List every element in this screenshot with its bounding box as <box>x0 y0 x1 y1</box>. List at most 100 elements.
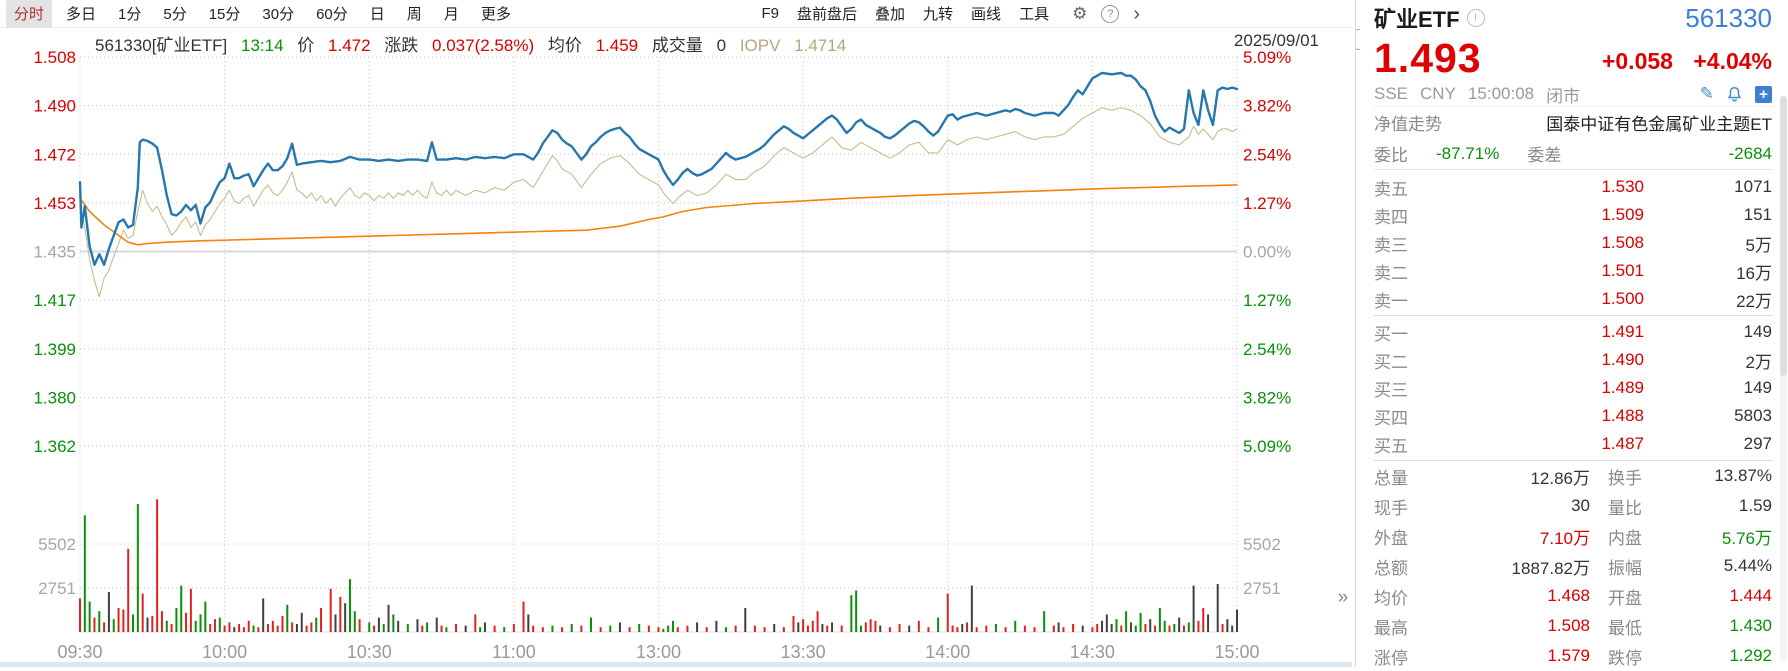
period-tab-多日[interactable]: 多日 <box>66 6 97 23</box>
period-tab-60分[interactable]: 60分 <box>316 6 348 23</box>
time-axis-label: 14:00 <box>925 642 970 662</box>
period-tab-5分[interactable]: 5分 <box>163 6 187 23</box>
ask-label: 卖五 <box>1374 179 1408 199</box>
period-tab-月[interactable]: 月 <box>443 6 459 23</box>
bid-price: 1.489 <box>1601 378 1644 397</box>
stat-label: 涨停 <box>1374 648 1408 668</box>
stat-value: 1.508 <box>1547 616 1590 635</box>
stat-value: 1887.82万 <box>1511 558 1590 578</box>
alert-bell-icon[interactable] <box>1726 86 1743 103</box>
stat-label: 量比 <box>1608 498 1642 518</box>
bid-qty: 5803 <box>1734 406 1772 425</box>
quote-panel: 矿业ETF ! 561330 1.493 +0.058 +4.04% SSE C… <box>1360 0 1788 668</box>
right-axis-pct-label: 1.27% <box>1243 291 1291 310</box>
stat-value: 30 <box>1571 496 1590 515</box>
ask-qty: 5万 <box>1745 235 1772 255</box>
ask-qty: 1071 <box>1734 177 1772 196</box>
ask-price: 1.501 <box>1601 261 1644 280</box>
stat-value: 12.86万 <box>1530 468 1590 488</box>
edit-icon[interactable]: ✎ <box>1699 84 1714 103</box>
period-tab-15分[interactable]: 15分 <box>208 6 241 23</box>
bid-levels: 买一 1.491 149 买二 1.490 2万 买三 1.489 149 买四 1.488 5803… <box>1374 318 1772 458</box>
stat-value: 1.579 <box>1547 646 1590 665</box>
last-price: 1.493 <box>1374 35 1482 81</box>
tools-menu: F9 盘前盘后 叠加 九转 画线 工具 ⚙ ? › <box>752 0 1140 28</box>
ask-row[interactable]: 卖四 1.509 151 <box>1374 201 1772 229</box>
bid-row[interactable]: 买四 1.488 5803 <box>1374 402 1772 430</box>
info-icon[interactable]: ! <box>1466 9 1485 27</box>
stat-label: 外盘 <box>1374 528 1408 548</box>
ask-row[interactable]: 卖五 1.530 1071 <box>1374 173 1772 201</box>
currency-label: CNY <box>1420 84 1456 103</box>
period-tab-分时[interactable]: 分时 <box>6 0 53 28</box>
price-change: +0.058 <box>1601 48 1673 74</box>
ask-row[interactable]: 卖三 1.508 5万 <box>1374 229 1772 257</box>
stats-grid: 总量 12.86万 换手 13.87% 现手 30 量比 1.59 外盘 7.10万 内盘 5.76万… <box>1374 461 1772 671</box>
help-icon[interactable]: ? <box>1101 4 1120 23</box>
avg-label: 均价 <box>547 36 582 55</box>
stock-code: 561330 <box>1685 2 1772 33</box>
panel-divider <box>1355 0 1356 667</box>
right-axis-pct-label: 1.27% <box>1243 194 1291 213</box>
tool-九转[interactable]: 九转 <box>923 6 954 23</box>
stat-value: 1.430 <box>1729 616 1772 635</box>
weibi-value: -87.71% <box>1436 143 1500 163</box>
bid-price: 1.487 <box>1601 434 1644 453</box>
stat-value: 1.59 <box>1738 496 1772 515</box>
tool-画线[interactable]: 画线 <box>971 6 1002 23</box>
stat-row: 现手 30 量比 1.59 <box>1374 491 1772 521</box>
average-price-line <box>79 184 1238 246</box>
period-tab-日[interactable]: 日 <box>369 6 385 23</box>
stat-row: 最高 1.508 最低 1.430 <box>1374 611 1772 641</box>
left-volume-axis-label: 2751 <box>38 579 76 598</box>
stat-value: 5.76万 <box>1721 528 1772 548</box>
stat-label: 换手 <box>1608 468 1642 488</box>
tool-F9[interactable]: F9 <box>761 5 779 22</box>
ask-row[interactable]: 卖二 1.501 16万 <box>1374 257 1772 285</box>
price-line <box>78 71 1239 266</box>
weicha-label: 委差 <box>1527 146 1562 165</box>
add-to-watchlist-icon[interactable]: + <box>1755 85 1772 103</box>
ask-label: 卖一 <box>1374 291 1408 311</box>
change-label: 涨跌 <box>384 36 419 55</box>
market-status: 闭市 <box>1546 86 1581 106</box>
exchange-label: SSE <box>1374 84 1409 103</box>
stat-row: 均价 1.468 开盘 1.444 <box>1374 581 1772 611</box>
tool-叠加[interactable]: 叠加 <box>875 6 906 23</box>
gear-icon[interactable]: ⚙ <box>1072 3 1088 23</box>
stat-label: 最低 <box>1608 618 1642 638</box>
panel-scrollbar[interactable] <box>1780 96 1787 660</box>
quote-time: 15:00:08 <box>1467 84 1535 103</box>
bid-label: 买五 <box>1374 436 1408 456</box>
ask-qty: 151 <box>1743 205 1772 224</box>
period-tab-30分[interactable]: 30分 <box>262 6 295 23</box>
period-tab-1分[interactable]: 1分 <box>118 6 142 23</box>
intraday-chart[interactable]: 1.508 5.09% 1.490 3.82% 1.472 2.54% 1.453 1.27%… <box>0 0 1352 667</box>
collapse-panel-button[interactable]: » <box>1332 586 1354 610</box>
ask-price: 1.500 <box>1601 289 1644 308</box>
bid-row[interactable]: 买二 1.490 2万 <box>1374 346 1772 374</box>
tool-盘前盘后[interactable]: 盘前盘后 <box>797 6 858 23</box>
ask-row[interactable]: 卖一 1.500 22万 <box>1374 285 1772 313</box>
volume-label: 成交量 <box>651 36 703 55</box>
stat-label: 跌停 <box>1608 648 1642 668</box>
right-axis-pct-label: 0.00% <box>1243 243 1291 262</box>
bid-price: 1.488 <box>1601 406 1644 425</box>
time-axis-label: 14:30 <box>1070 642 1115 662</box>
left-volume-axis-label: 5502 <box>38 535 76 554</box>
period-tab-更多[interactable]: 更多 <box>480 6 511 23</box>
ask-price: 1.508 <box>1601 233 1644 252</box>
price-label: 价 <box>297 36 315 55</box>
time-axis-label: 09:30 <box>57 642 102 662</box>
stock-name: 矿业ETF <box>1374 7 1460 32</box>
bid-row[interactable]: 买一 1.491 149 <box>1374 318 1772 346</box>
tool-工具[interactable]: 工具 <box>1019 6 1050 23</box>
crosshair-iopv: 1.4714 <box>794 36 847 55</box>
bid-row[interactable]: 买三 1.489 149 <box>1374 374 1772 402</box>
period-tab-周[interactable]: 周 <box>406 6 422 23</box>
bid-qty: 149 <box>1743 378 1772 397</box>
bid-price: 1.490 <box>1601 350 1644 369</box>
bid-row[interactable]: 买五 1.487 297 <box>1374 430 1772 458</box>
chevron-right-icon[interactable]: › <box>1133 2 1140 25</box>
